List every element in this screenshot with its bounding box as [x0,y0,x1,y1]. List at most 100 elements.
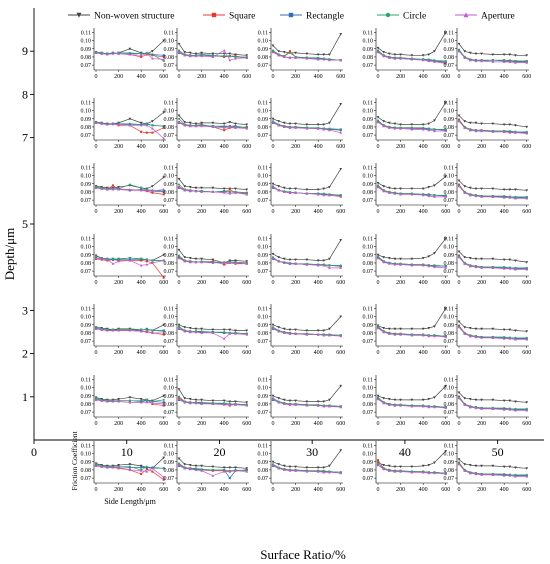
inset-x-tick-label: 0 [178,487,181,493]
data-point [399,57,402,60]
data-point [421,470,425,474]
data-point [508,399,512,403]
inset-panel: 0.07 0.08 0.09 0.10 0.11 0 200 400 600 [363,163,450,215]
y-tick-label: 5 [22,217,28,231]
series-line [458,185,527,199]
data-point [200,121,203,125]
inset-x-tick-label: 400 [137,74,146,80]
data-point [339,195,343,198]
inset-y-tick-label: 0.11 [444,30,454,36]
inset-panel: 0.07 0.08 0.09 0.10 0.11 0 200 400 600 [81,234,168,286]
data-point [491,53,495,56]
inset-x-tick-label: 400 [220,74,229,80]
data-point [514,61,517,64]
data-point [387,469,391,472]
data-point [177,395,181,398]
data-point [288,328,292,332]
data-point [393,122,397,126]
data-point [399,404,402,407]
series-line [377,120,446,130]
inset-x-tick-label: 200 [114,487,123,493]
data-point [117,259,120,263]
inset-y-tick-label: 0.08 [444,125,455,131]
data-point [474,327,478,331]
data-point [382,189,385,193]
inset-x-axis-title: Side Length/μm [104,497,156,506]
data-point [194,401,198,405]
data-point [105,53,109,56]
inset-x-tick-label: 400 [137,144,146,150]
series-line [95,395,164,402]
data-point [399,53,402,56]
inset-x-tick-label: 400 [220,421,229,427]
data-point [410,54,414,57]
inset-y-tick-label: 0.09 [363,117,374,123]
data-point [151,261,154,264]
inset-x-tick-label: 0 [458,280,461,286]
inset-x-tick-label: 400 [419,74,428,80]
series-line [178,178,247,190]
data-point [211,468,214,471]
inset-x-tick-label: 600 [522,487,531,493]
series-line [95,326,164,332]
data-point [508,328,512,332]
inset-x-tick-label: 0 [272,421,275,427]
data-point [162,478,165,481]
data-point [328,404,331,408]
inset-y-tick-label: 0.07 [258,410,269,416]
data-point [468,326,472,330]
series-line [458,321,527,332]
inset-panel: 0.07 0.08 0.09 0.10 0.11 0 200 400 600 [258,28,345,80]
data-point [514,473,517,476]
data-point [457,396,461,400]
inset-y-tick-label: 0.11 [164,30,174,36]
series-line [272,257,341,269]
inset-x-tick-label: 0 [377,350,380,356]
data-point [105,258,109,261]
data-point [433,184,436,187]
data-point [474,398,478,402]
data-point [294,262,297,265]
data-point [444,128,447,131]
data-point [245,260,249,263]
data-point [444,335,448,339]
data-point [194,327,198,331]
series-line [178,326,247,335]
data-point [223,331,226,334]
data-point [525,338,529,341]
data-point [294,191,297,194]
inset-y-tick-label: 0.07 [81,476,92,482]
series-line [272,256,341,266]
inset-panel: 0.07 0.08 0.09 0.10 0.11 0 200 400 600 [444,441,531,493]
inset-y-tick-label: 0.08 [363,261,374,267]
data-point [421,193,425,197]
data-point [128,399,131,402]
data-point [200,190,203,193]
inset-panel: 0.07 0.08 0.09 0.10 0.11 0 200 400 600 [444,98,531,150]
data-point [94,255,98,258]
data-point [525,401,529,404]
inset-y-tick-label: 0.09 [363,47,374,53]
inset-y-tick-label: 0.08 [258,55,269,61]
data-point [525,409,529,412]
data-point [100,122,103,125]
inset-y-tick-label: 0.08 [363,331,374,337]
x-tick-label: 20 [213,445,225,459]
data-point [183,329,186,333]
data-point [222,466,226,469]
data-point [139,263,143,267]
inset-panel: 0.07 0.08 0.09 0.10 0.11 0 200 400 600 [81,28,168,80]
x-tick-label: 50 [492,445,504,459]
legend-marker [211,12,217,18]
data-point [162,323,166,327]
data-point [339,315,343,319]
inset-y-tick-label: 0.10 [164,452,175,458]
data-point [151,259,154,262]
inset-y-tick-label: 0.08 [444,468,455,474]
data-point [105,400,109,403]
inset-y-tick-label: 0.08 [164,125,175,131]
data-point [525,467,529,470]
data-point [322,123,326,126]
data-point [410,192,414,196]
data-point [94,464,98,467]
